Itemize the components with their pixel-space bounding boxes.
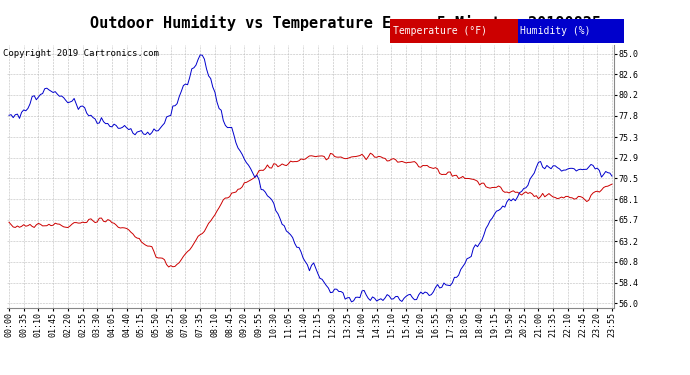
Text: Humidity (%): Humidity (%): [520, 26, 591, 36]
Text: Copyright 2019 Cartronics.com: Copyright 2019 Cartronics.com: [3, 49, 159, 58]
Text: Temperature (°F): Temperature (°F): [393, 26, 486, 36]
Text: Outdoor Humidity vs Temperature Every 5 Minutes 20190825: Outdoor Humidity vs Temperature Every 5 …: [90, 15, 600, 31]
